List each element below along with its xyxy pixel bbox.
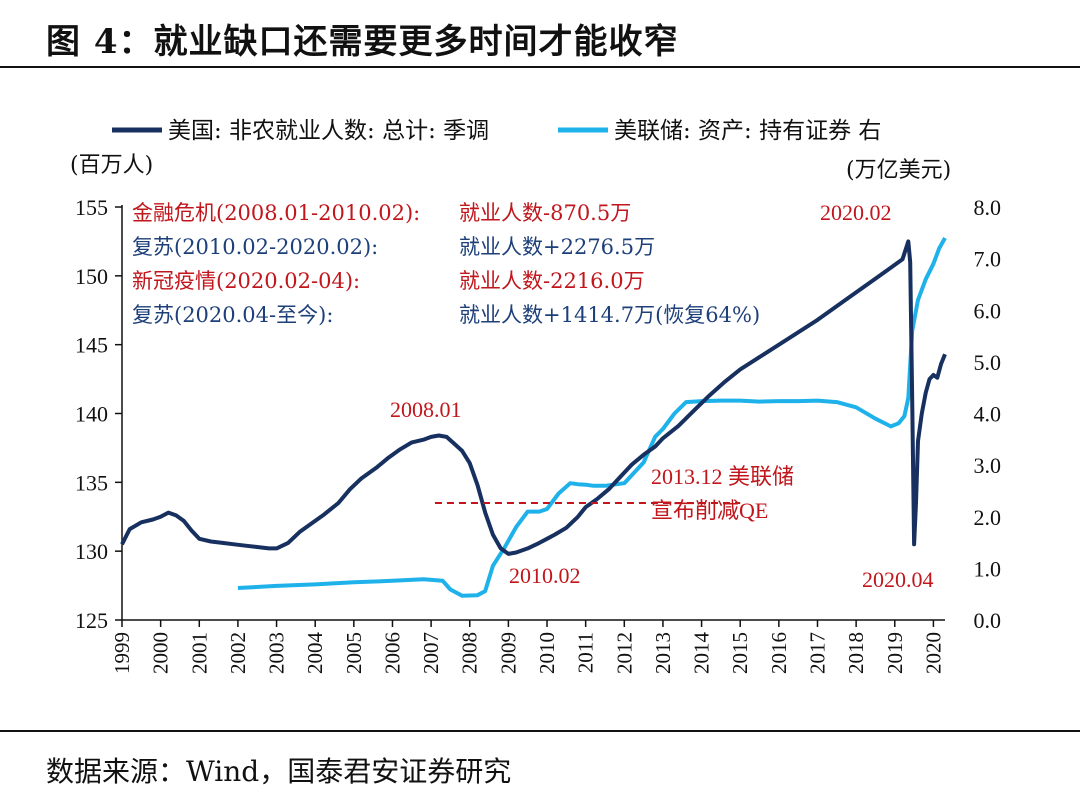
x-tick-label: 2008 [458,632,482,674]
x-tick-label: 2014 [690,632,714,675]
y-left-tick-label: 130 [75,539,108,564]
y-right-tick-label: 7.0 [974,247,1002,272]
annotation-covid-label: 新冠疫情(2020.02-04): [132,269,360,293]
annotation-block: 金融危机(2008.01-2010.02): 就业人数-870.5万 复苏(20… [132,201,760,327]
y-right-tick-label: 2.0 [974,505,1002,530]
annotation-recovery2-value: 就业人数+1414.7万(恢复64%) [459,303,760,327]
label-2008-01: 2008.01 [390,397,462,422]
x-tick-label: 2017 [805,632,829,674]
series-nonfarm-payrolls [120,239,947,556]
x-tick-label: 2013 [651,632,675,674]
x-tick-label: 2019 [883,632,907,674]
annotation-recovery1-label: 复苏(2010.02-2020.02): [132,235,378,259]
y-left-tick-label: 145 [75,333,108,358]
x-tick-label: 2004 [303,632,327,675]
y-right-tick-label: 4.0 [974,402,1002,427]
series-fed-securities [237,237,947,598]
annotation-covid-value: 就业人数-2216.0万 [459,269,645,293]
x-tick-label: 2015 [728,632,752,674]
x-tick-label: 2011 [574,632,598,673]
annotation-crisis-value: 就业人数-870.5万 [459,201,631,225]
source-note: 数据来源：Wind，国泰君安证券研究 [46,755,512,788]
x-tick-label: 2003 [265,632,289,674]
label-2010-02: 2010.02 [509,563,581,588]
y-left-tick-label: 150 [75,264,108,289]
x-tick-label: 2006 [380,632,404,674]
x-tick-label: 2016 [767,632,791,674]
annotation-crisis-label: 金融危机(2008.01-2010.02): [132,201,420,225]
y-right-tick-label: 1.0 [974,556,1002,581]
annotation-recovery1-value: 就业人数+2276.5万 [459,235,655,259]
y-left-ticks: 125 130 135 140 145 150 155 [75,195,122,633]
x-tick-label: 2018 [844,632,868,674]
title-rule [0,66,1080,68]
y-right-unit: (万亿美元) [846,158,951,183]
y-right-tick-label: 3.0 [974,453,1002,478]
x-tick-label: 2012 [612,632,636,674]
y-right-tick-label: 5.0 [974,350,1002,375]
x-tick-label: 1999 [110,632,134,674]
x-tick-label: 2020 [921,632,945,674]
y-right-tick-label: 0.0 [974,608,1002,633]
legend-label-fed: 美联储: 资产: 持有证券 右 [614,118,881,144]
y-left-tick-label: 125 [75,608,108,633]
label-2020-04: 2020.04 [862,567,934,592]
chart: 美国: 非农就业人数: 总计: 季调 美联储: 资产: 持有证券 右 (百万人)… [70,118,1002,674]
y-right-tick-label: 8.0 [974,195,1002,220]
x-tick-label: 2002 [226,632,250,674]
x-ticks: 1999 2000 2001 2002 2003 2004 2005 2006 2007 2008… [110,620,945,674]
label-qe-line1: 2013.12 美联储 [651,464,794,489]
y-left-tick-label: 140 [75,402,108,427]
source-rule [0,730,1080,732]
y-left-tick-label: 155 [75,195,108,220]
label-2020-02: 2020.02 [820,200,892,225]
x-tick-label: 2005 [342,632,366,674]
label-qe-line2: 宣布削减QE [651,498,768,523]
x-tick-label: 2010 [535,632,559,674]
y-right-tick-label: 6.0 [974,298,1002,323]
y-left-tick-label: 135 [75,470,108,495]
x-tick-label: 2000 [149,632,173,674]
y-left-unit: (百万人) [70,153,153,178]
x-tick-label: 2009 [496,632,520,674]
figure-title: 图 4：就业缺口还需要更多时间才能收窄 [46,22,679,62]
annotation-recovery2-label: 复苏(2020.04-至今): [132,303,333,327]
legend-label-payroll: 美国: 非农就业人数: 总计: 季调 [168,118,489,144]
y-right-ticks: 0.0 1.0 2.0 3.0 4.0 5.0 6.0 7.0 8.0 [974,195,1002,633]
x-tick-label: 2007 [419,632,443,674]
x-tick-label: 2001 [187,632,211,674]
